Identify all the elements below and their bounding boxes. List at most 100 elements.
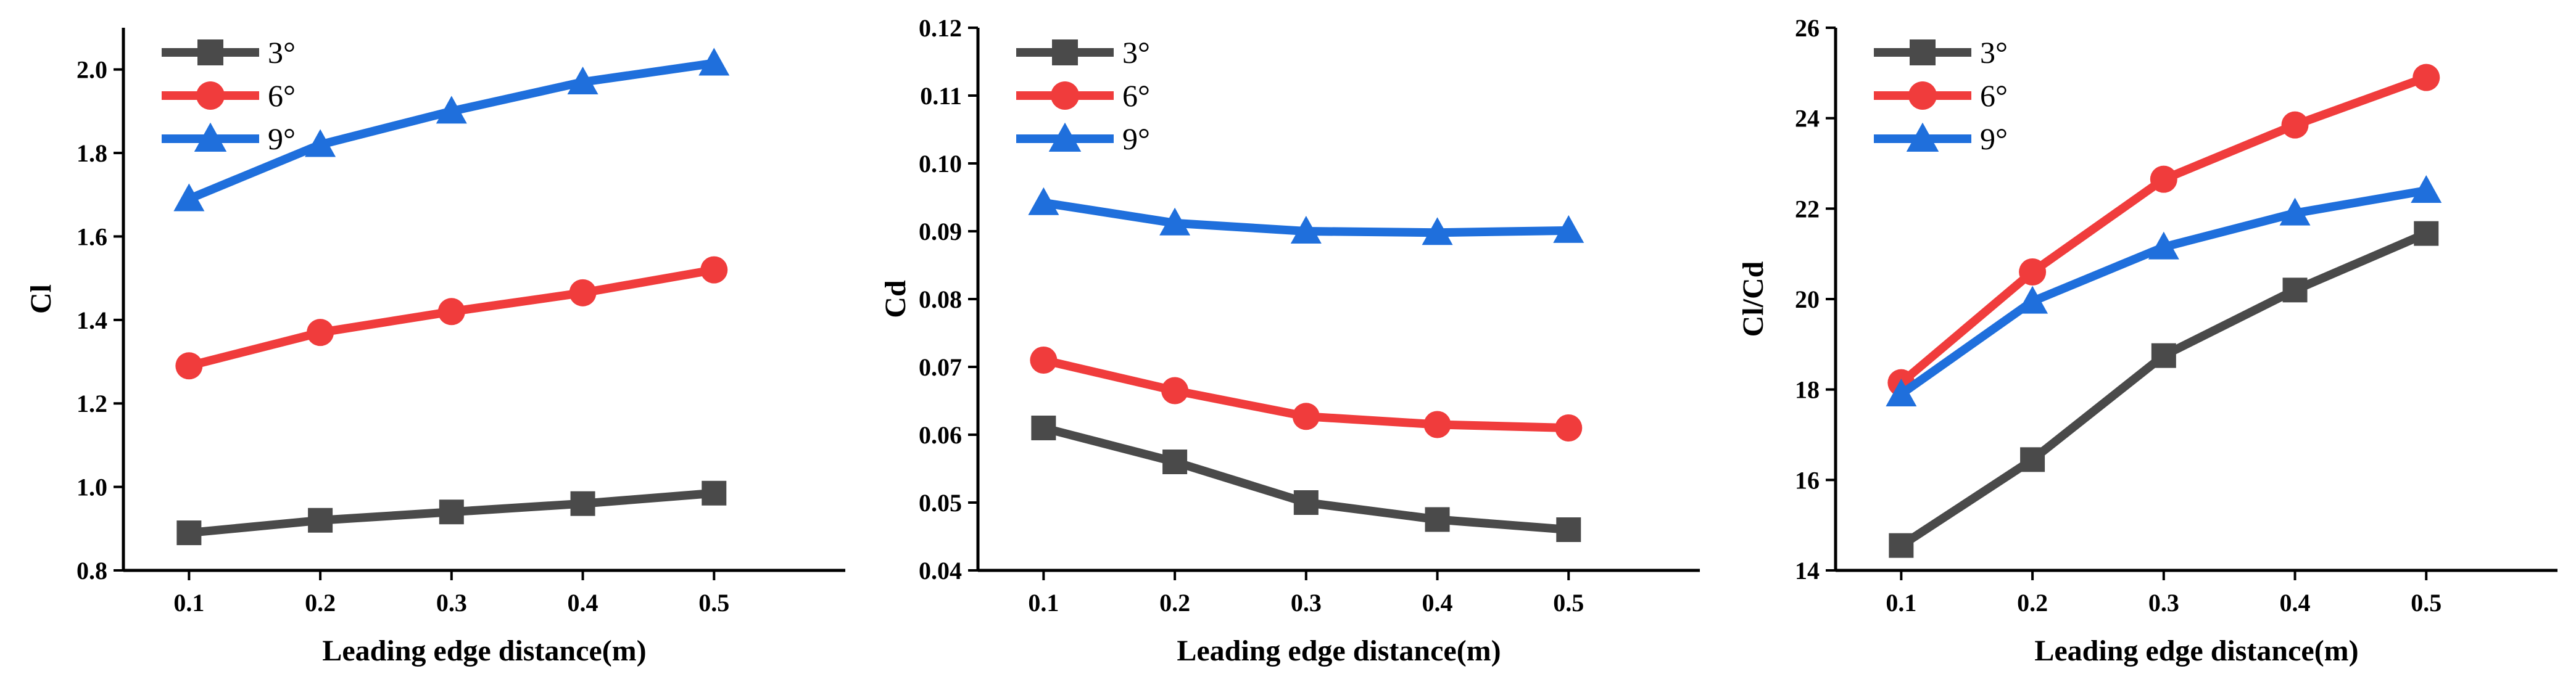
legend-label: 3° [268,35,296,70]
data-point-square [1889,533,1914,558]
data-point-square [1910,39,1936,65]
data-point-square [439,499,464,525]
x-tick-label: 0.4 [568,589,598,617]
data-point-circle [2281,111,2309,139]
data-point-square [570,491,595,516]
data-point-circle [700,256,728,284]
series-line [1899,229,2429,549]
y-tick-label: 1.0 [77,474,107,501]
y-axis-title: Cl/Cd [1737,261,1770,337]
series-3 [173,47,730,212]
data-point-square [1162,450,1188,474]
x-tick-label: 0.3 [436,589,467,617]
data-point-circle [2412,64,2440,91]
series-1 [176,480,727,546]
data-point-square [1052,39,1078,65]
chart-panel-3: 14 16 18 20 22 24 26 0.1 0.2 0.3 0.4 0.5 Leading edg… [1737,14,2557,667]
data-point-triangle [567,67,598,94]
y-tick-label: 18 [1795,376,1820,404]
y-tick-label: 0.07 [919,353,962,381]
data-point-square [2151,343,2176,368]
x-tick-label: 0.5 [698,589,729,617]
data-point-circle [2150,165,2177,193]
series-1 [1031,416,1581,542]
y-tick-label: 1.8 [77,139,107,167]
data-point-circle [1423,411,1451,438]
data-point-triangle [436,96,467,124]
legend-label: 3° [1980,35,2008,70]
data-point-square [702,480,727,506]
y-tick-label: 0.06 [919,421,962,449]
x-tick-label: 0.2 [305,589,336,617]
data-point-triangle [2279,197,2311,226]
data-point-circle [1908,81,1937,110]
x-tick-label: 0.4 [1422,589,1453,617]
y-tick-label: 20 [1795,286,1820,313]
data-point-circle [569,279,597,306]
legend-label: 6° [268,78,296,113]
series-2 [1887,64,2440,396]
series-2 [175,256,728,380]
data-point-triangle [1290,216,1322,244]
legend: 3° 6° 9° [1874,35,2008,156]
legend-label: 9° [1980,121,2008,156]
data-point-triangle [1422,217,1453,245]
chart-panel-2: 0.04 0.05 0.06 0.07 0.08 0.09 0.10 0.11 0.12 0.1 0… [879,14,1700,667]
data-point-triangle [698,47,730,76]
x-axis-title: Leading edge distance(m) [322,635,646,667]
data-point-triangle [173,183,205,212]
data-point-circle [1555,414,1583,442]
data-point-triangle [2148,231,2179,260]
y-tick-label: 0.09 [919,218,962,245]
y-tick-label: 16 [1795,466,1820,494]
y-tick-label: 0.10 [919,150,962,178]
data-point-circle [437,298,465,326]
data-point-square [2414,221,2439,246]
y-tick-label: 0.04 [919,557,962,585]
data-point-triangle [2017,286,2048,314]
x-tick-label: 0.4 [2280,589,2311,617]
data-point-square [1425,507,1450,532]
y-tick-label: 1.4 [77,306,107,334]
y-tick-label: 0.05 [919,489,962,517]
y-axis-title: Cd [879,280,912,318]
data-point-square [308,507,333,533]
data-point-circle [2019,258,2047,286]
data-point-square [2282,277,2308,303]
y-tick-label: 0.11 [920,82,962,110]
x-tick-label: 0.2 [1159,589,1190,617]
y-tick-label: 1.6 [77,223,107,250]
data-point-circle [1161,377,1189,405]
x-tick-label: 0.2 [2017,589,2048,617]
series-3 [1028,187,1584,245]
legend-label: 6° [1980,78,2008,113]
data-point-circle [175,352,203,380]
data-point-triangle [1048,122,1082,152]
data-point-circle [1051,81,1079,110]
legend-label: 3° [1122,35,1150,70]
x-tick-label: 0.5 [2411,589,2441,617]
data-point-triangle [305,129,336,157]
series-1 [1889,221,2439,558]
data-point-triangle [1553,215,1584,243]
x-tick-label: 0.3 [2148,589,2179,617]
y-tick-label: 14 [1795,557,1820,585]
y-tick-label: 26 [1795,14,1820,42]
data-point-square [197,39,223,65]
data-point-square [1031,416,1056,440]
legend-label: 6° [1122,78,1150,113]
data-point-triangle [1886,379,1917,406]
x-tick-label: 0.1 [173,589,204,617]
legend-label: 9° [268,121,296,156]
data-point-circle [1292,403,1320,430]
legend: 3° 6° 9° [162,35,296,156]
data-point-triangle [1028,187,1059,215]
x-tick-label: 0.3 [1291,589,1322,617]
y-tick-label: 22 [1795,195,1820,223]
data-point-triangle [1906,122,1939,152]
data-point-circle [196,81,225,110]
data-point-triangle [194,122,227,152]
y-tick-label: 0.8 [77,557,107,585]
y-tick-label: 1.2 [77,390,107,417]
